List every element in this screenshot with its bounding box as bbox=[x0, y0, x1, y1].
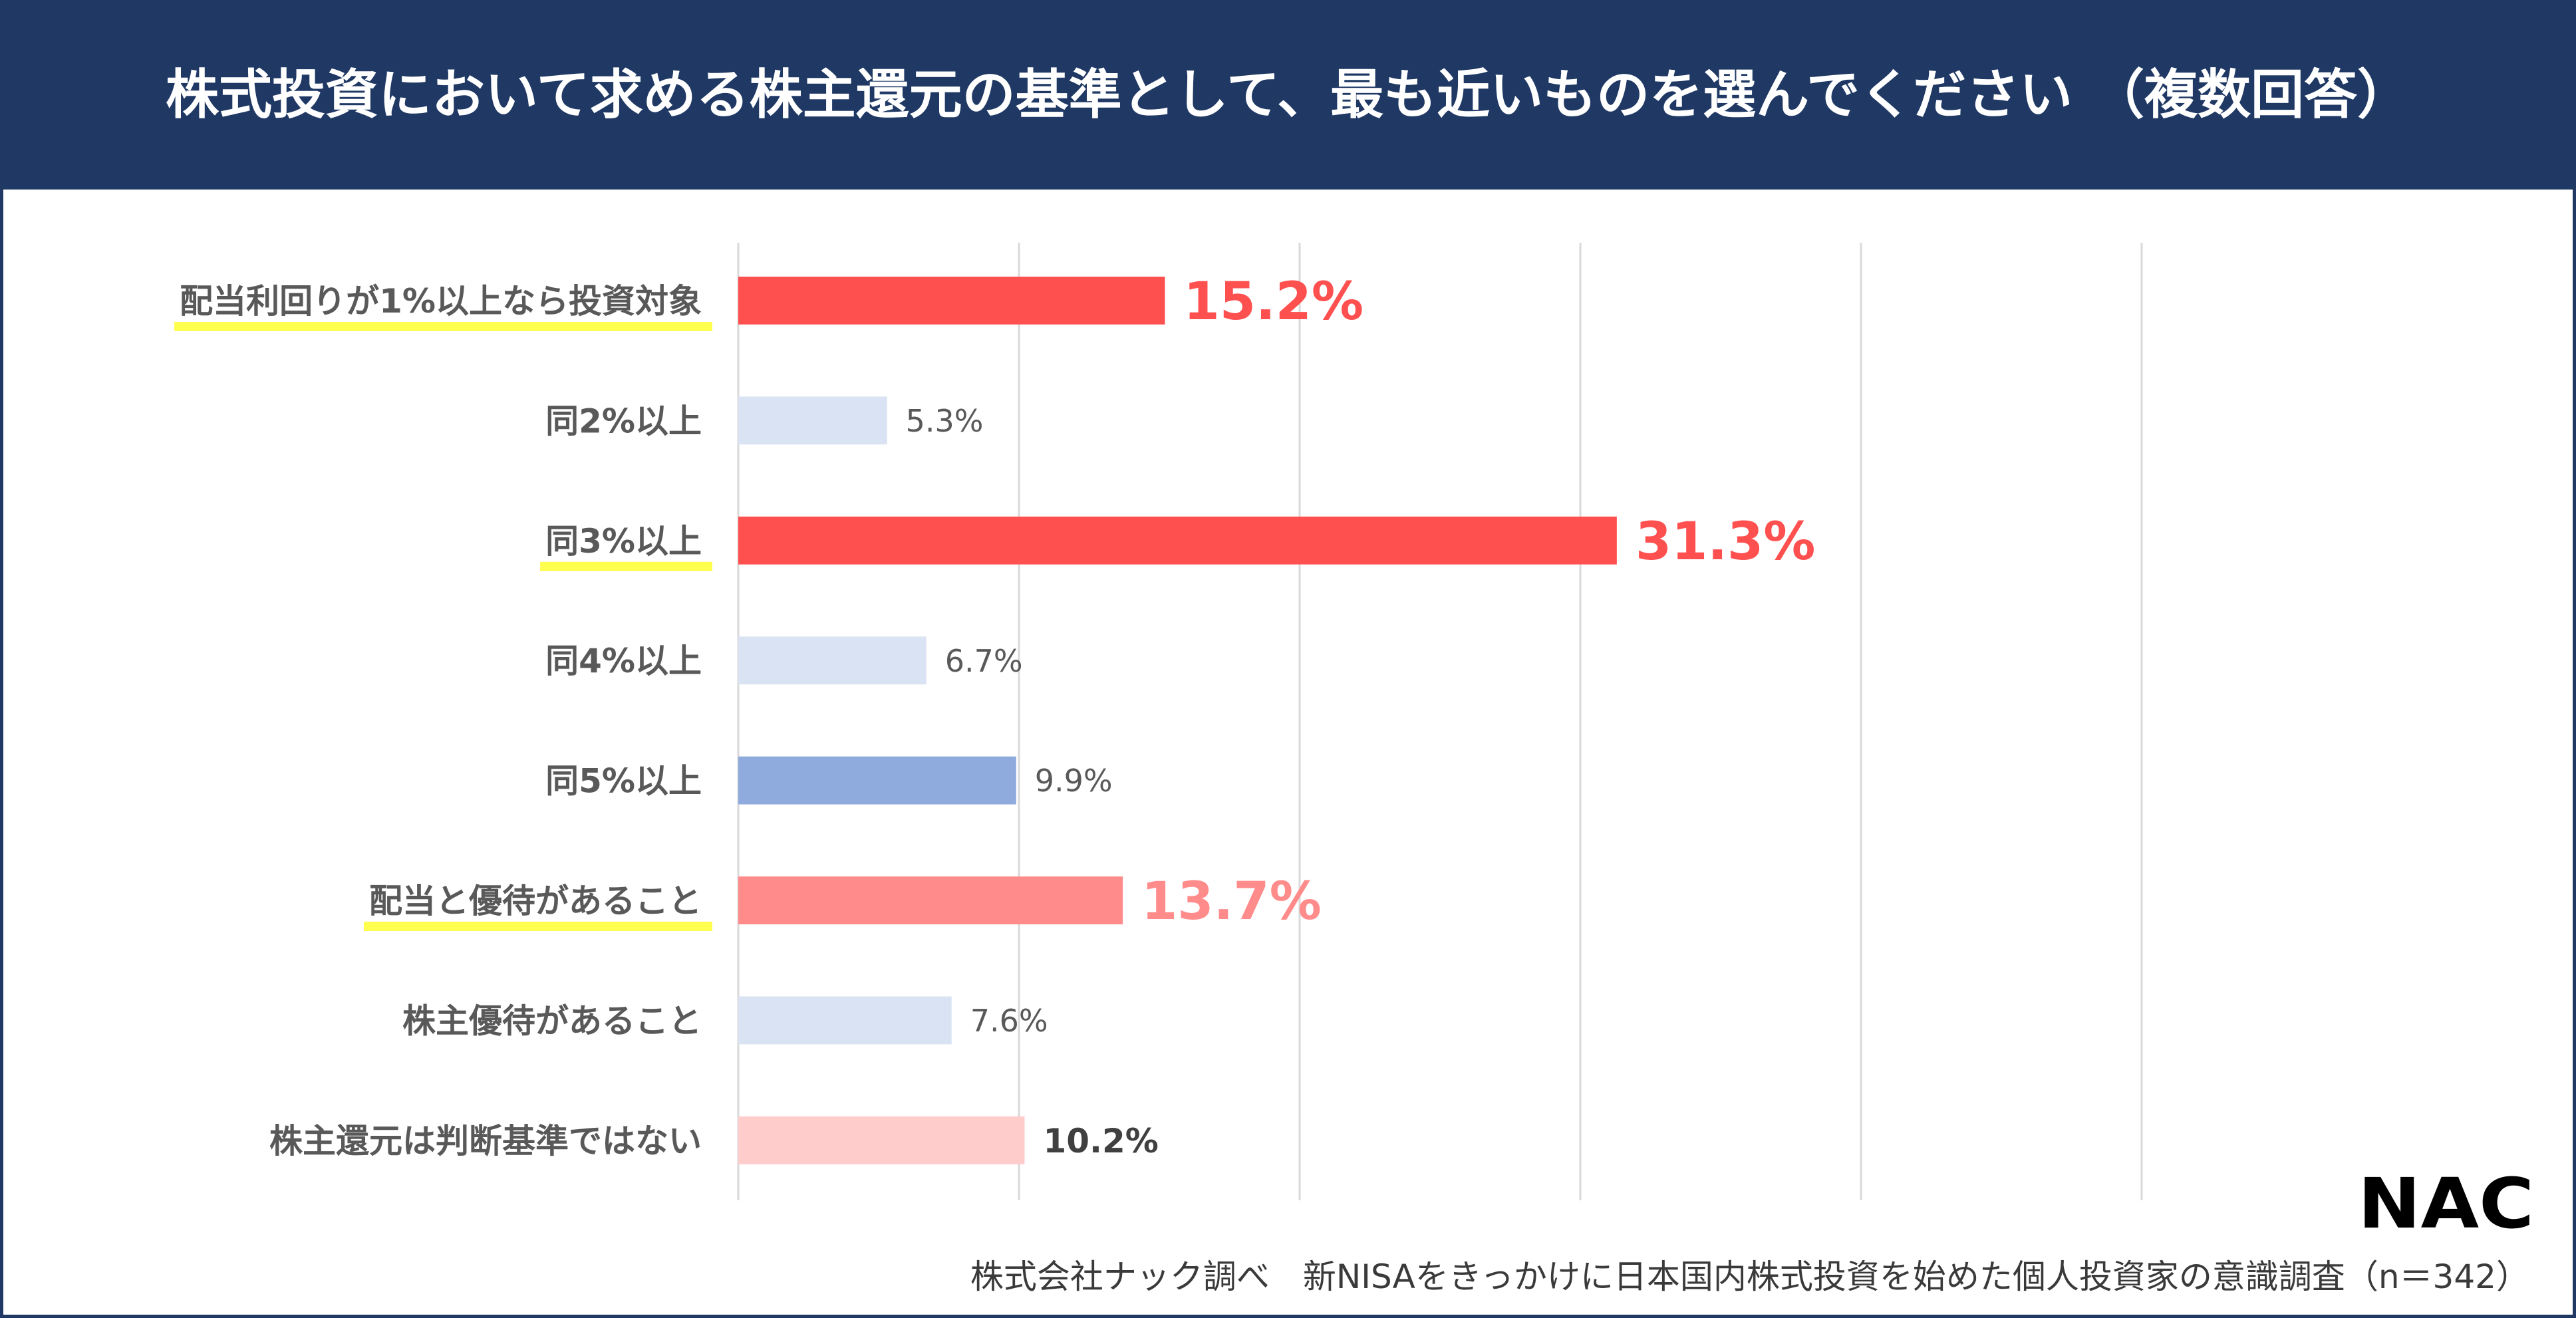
title-banner: 株式投資において求める株主還元の基準として、最も近いものを選んでください （複数… bbox=[0, 0, 2576, 190]
bar bbox=[738, 277, 1165, 325]
data-label: 13.7% bbox=[1141, 872, 1322, 932]
chart-title: 株式投資において求める株主還元の基準として、最も近いものを選んでください （複数… bbox=[165, 64, 2411, 126]
bar bbox=[738, 996, 952, 1045]
bar bbox=[738, 516, 1617, 565]
data-label: 15.2% bbox=[1183, 272, 1363, 332]
data-label: 9.9% bbox=[1035, 763, 1113, 799]
category-label: 配当と優待があること bbox=[369, 882, 702, 920]
source-note: 株式会社ナック調べ 新NISAをきっかけに日本国内株式投資を始めた個人投資家の意… bbox=[970, 1257, 2529, 1296]
highlight-underline bbox=[174, 322, 712, 331]
category-label: 株主優待があること bbox=[402, 1001, 702, 1040]
data-label: 5.3% bbox=[906, 403, 984, 439]
category-label: 同4%以上 bbox=[545, 642, 702, 680]
bar bbox=[738, 876, 1123, 924]
data-label: 31.3% bbox=[1636, 512, 1816, 572]
highlight-underline bbox=[540, 561, 712, 571]
highlight-underline bbox=[364, 922, 712, 931]
data-label: 7.6% bbox=[970, 1003, 1048, 1039]
data-label: 6.7% bbox=[945, 643, 1023, 679]
bar bbox=[738, 1116, 1025, 1164]
category-label: 配当利回りが1%以上なら投資対象 bbox=[180, 282, 702, 321]
nac-logo-text: NAC bbox=[2358, 1169, 2534, 1232]
category-label: 同3%以上 bbox=[545, 522, 702, 561]
nac-logo: NAC bbox=[2358, 1169, 2534, 1232]
category-label: 同2%以上 bbox=[545, 402, 702, 440]
category-label: 株主還元は判断基準ではない bbox=[269, 1122, 702, 1160]
bar bbox=[738, 636, 927, 685]
bar bbox=[738, 756, 1016, 805]
data-label: 10.2% bbox=[1043, 1122, 1158, 1160]
category-label: 同5%以上 bbox=[545, 762, 702, 801]
bar bbox=[738, 396, 887, 445]
